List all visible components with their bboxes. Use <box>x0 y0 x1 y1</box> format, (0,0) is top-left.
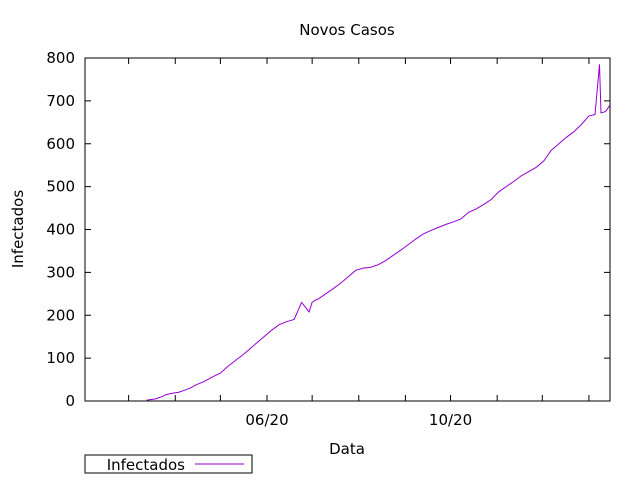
series-line-infectados <box>146 64 611 401</box>
y-tick-label: 400 <box>46 221 75 239</box>
y-tick-label: 100 <box>46 349 75 367</box>
legend-label-infectados: Infectados <box>107 456 185 474</box>
y-axis-label: Infectados <box>9 190 27 268</box>
tick-labels: 0 100 200 300 400 500 600 700 800 06/20 10/20 <box>46 49 472 429</box>
y-tick-label: 600 <box>46 135 75 153</box>
tick-marks <box>85 57 610 402</box>
x-tick-label: 10/20 <box>429 411 472 429</box>
legend: Infectados <box>84 454 253 474</box>
y-tick-label: 500 <box>46 178 75 196</box>
chart-title: Novos Casos <box>299 21 395 39</box>
y-tick-label: 700 <box>46 92 75 110</box>
plot-frame <box>84 57 611 402</box>
x-axis-label: Data <box>329 440 365 458</box>
legend-box <box>84 454 253 474</box>
y-tick-label: 300 <box>46 263 75 281</box>
y-tick-label: 200 <box>46 306 75 324</box>
y-tick-label: 0 <box>65 392 75 410</box>
x-tick-label: 06/20 <box>245 411 288 429</box>
y-tick-label: 800 <box>46 49 75 67</box>
